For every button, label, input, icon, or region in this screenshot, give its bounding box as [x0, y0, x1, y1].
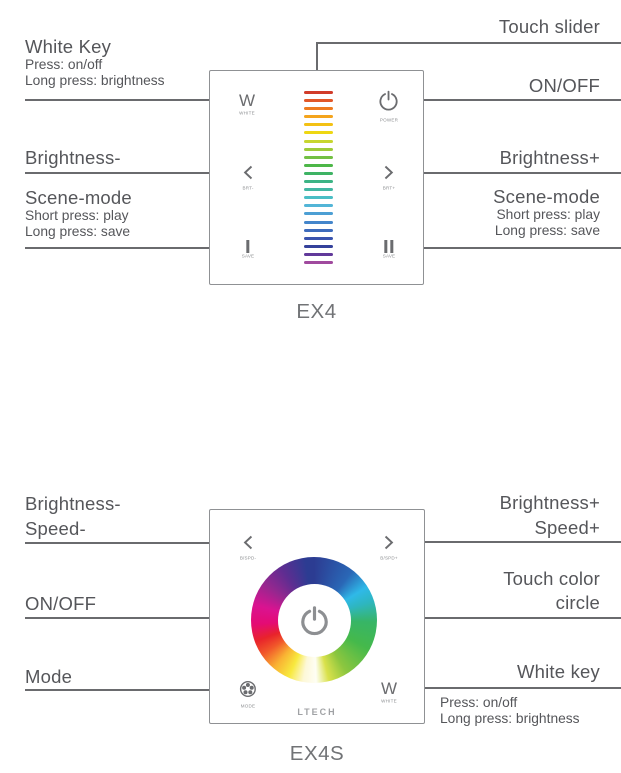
brightness-speed-plus-line1: Brightness+	[499, 492, 600, 513]
brightness-speed-minus-line1: Brightness-	[25, 493, 121, 514]
on-off-ex4s-title: ON/OFF	[25, 593, 97, 614]
mode-key-label: MODE	[240, 704, 256, 709]
annotation-brightness-plus: Brightness+	[500, 147, 600, 168]
brightness-minus-key[interactable]: BRT-	[239, 165, 256, 193]
ltech-logo: LTECH	[297, 707, 337, 717]
scene-mode-right-sub2: Long press: save	[494, 223, 600, 238]
touch-color-circle[interactable]	[251, 557, 377, 683]
chevron-left-icon	[243, 165, 254, 185]
white-key-ex4-label: WHITE	[239, 111, 255, 116]
annotation-scene-mode-left: Scene-mode Short press: play Long press:…	[25, 187, 132, 240]
annotation-on-off-ex4: ON/OFF	[529, 75, 600, 96]
speed-plus-key[interactable]: B/SPD+	[376, 535, 403, 563]
white-key-ex4s-sub1: Press: on/off	[440, 695, 518, 710]
ex4-caption: EX4	[296, 300, 337, 323]
annotation-touch-slider: Touch slider	[499, 16, 600, 37]
scene-mode-right-title: Scene-mode	[493, 186, 600, 207]
speed-minus-key-label: B/SPD-	[239, 556, 257, 561]
touch-color-circle-line1: Touch color	[503, 568, 600, 589]
annotation-brightness-speed-plus: Brightness+ Speed+	[500, 490, 600, 540]
leader-line-brightness-plus	[409, 172, 621, 174]
touch-slider-title: Touch slider	[498, 16, 600, 37]
white-key-ex4s-sub2: Long press: brightness	[440, 710, 580, 726]
annotation-on-off-ex4s: ON/OFF	[25, 593, 96, 614]
leader-line-speed-minus	[25, 542, 221, 544]
leader-line-on-off-ex4s	[25, 617, 284, 619]
scene-save-key[interactable]: SAVE	[379, 239, 398, 261]
leader-line-mode	[25, 689, 220, 691]
ex4s-panel: B/SPD- B/SPD+	[209, 509, 425, 724]
white-key-sub1: Press: on/off	[25, 57, 103, 72]
brightness-minus-title: Brightness-	[25, 147, 121, 168]
on-off-ex4-title: ON/OFF	[528, 75, 600, 96]
white-key-ex4-glyph: W	[238, 91, 256, 110]
leader-line-touch-slider-v	[316, 42, 318, 84]
touch-slider[interactable]	[304, 91, 333, 264]
ex4-panel: W WHITE POWER BRT-	[209, 70, 424, 285]
leader-line-scene-mode-right	[409, 247, 621, 249]
scene-mode-right-sub1: Short press: play	[496, 207, 600, 222]
white-key-ex4s-label: WHITE	[381, 699, 397, 704]
scene-mode-left-title: Scene-mode	[25, 187, 132, 208]
brightness-plus-key-label: BRT+	[382, 186, 396, 191]
scene-mode-left-sub1: Short press: play	[25, 208, 129, 223]
annotation-brightness-speed-minus: Brightness- Speed-	[25, 491, 121, 541]
leader-line-on-off-ex4	[409, 99, 621, 101]
leader-line-touch-slider-h	[316, 42, 621, 44]
leader-line-brightness-minus	[25, 172, 226, 174]
white-key-ex4s-key[interactable]: W WHITE	[377, 680, 401, 706]
white-key-ex4[interactable]: W WHITE	[235, 92, 259, 118]
annotation-white-key: White Key Press: on/off Long press: brig…	[25, 36, 165, 89]
ex4s-caption: EX4S	[289, 742, 345, 765]
speed-plus-key-label: B/SPD+	[380, 556, 398, 561]
white-key-ex4s-glyph: W	[380, 679, 398, 698]
scene-save-icon	[384, 239, 394, 253]
leader-line-speed-plus	[409, 541, 621, 543]
scene-play-key[interactable]: SAVE	[238, 239, 257, 261]
power-icon[interactable]	[251, 557, 377, 683]
scene-save-key-label: SAVE	[382, 254, 396, 259]
power-key-ex4[interactable]: POWER	[375, 89, 403, 125]
annotation-scene-mode-right: Scene-mode Short press: play Long press:…	[493, 186, 600, 239]
chevron-right-icon	[384, 535, 395, 555]
annotation-brightness-minus: Brightness-	[25, 147, 121, 168]
scene-play-icon	[246, 239, 250, 253]
white-key-ex4s-title: White key	[516, 661, 600, 682]
chevron-right-icon	[383, 165, 394, 185]
touch-color-circle-line2: circle	[555, 592, 600, 613]
leader-line-scene-mode-left	[25, 247, 226, 249]
chevron-left-icon	[242, 535, 253, 555]
brightness-plus-title: Brightness+	[499, 147, 600, 168]
brightness-speed-plus-line2: Speed+	[534, 517, 600, 538]
brightness-speed-minus-line2: Speed-	[25, 518, 86, 539]
scene-play-key-label: SAVE	[241, 254, 255, 259]
mode-key[interactable]: MODE	[237, 680, 259, 711]
brightness-plus-key[interactable]: BRT+	[379, 165, 398, 193]
leader-line-touch-color-circle	[389, 617, 621, 619]
mode-wheel-icon	[239, 680, 257, 703]
annotation-touch-color-circle: Touch color circle	[503, 567, 600, 615]
power-key-ex4-label: POWER	[379, 118, 399, 123]
power-icon	[377, 89, 400, 117]
speed-minus-key[interactable]: B/SPD-	[235, 535, 260, 563]
white-key-sub2: Long press: brightness	[25, 73, 165, 88]
leader-line-white-key-ex4s	[410, 687, 621, 689]
mode-title: Mode	[25, 666, 73, 687]
annotation-white-key-ex4s: White key	[517, 661, 600, 682]
brightness-minus-key-label: BRT-	[242, 186, 254, 191]
scene-mode-left-sub2: Long press: save	[25, 224, 131, 239]
leader-line-white-key	[25, 99, 226, 101]
white-key-title: White Key	[25, 36, 112, 57]
annotation-mode: Mode	[25, 666, 72, 687]
white-key-ex4s-subs: Press: on/off Long press: brightness	[440, 695, 580, 726]
